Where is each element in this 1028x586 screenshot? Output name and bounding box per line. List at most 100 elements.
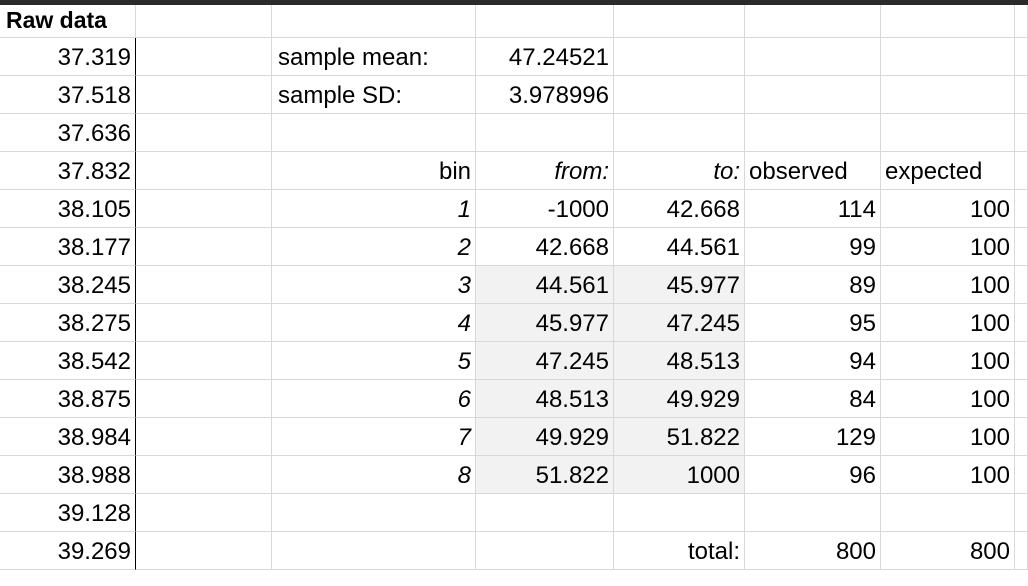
empty-cell[interactable] (1015, 418, 1028, 456)
empty-cell[interactable] (476, 494, 614, 532)
bin-number-cell[interactable]: 7 (272, 418, 476, 456)
observed-count-cell[interactable]: 99 (745, 228, 881, 266)
bin-number-cell[interactable]: 2 (272, 228, 476, 266)
expected-count-cell[interactable]: 100 (881, 266, 1015, 304)
bin-from-cell[interactable]: 44.561 (476, 266, 614, 304)
empty-cell[interactable] (614, 5, 745, 38)
raw-value-cell[interactable]: 38.105 (0, 190, 136, 228)
bin-number-cell[interactable]: 5 (272, 342, 476, 380)
empty-cell[interactable] (272, 114, 476, 152)
empty-cell[interactable] (614, 38, 745, 76)
empty-cell[interactable] (272, 5, 476, 38)
bin-to-cell[interactable]: 45.977 (614, 266, 745, 304)
empty-cell[interactable] (136, 114, 272, 152)
empty-cell[interactable] (136, 38, 272, 76)
from-header[interactable]: from: (476, 152, 614, 190)
raw-value-cell[interactable]: 38.275 (0, 304, 136, 342)
empty-cell[interactable] (614, 114, 745, 152)
raw-value-cell[interactable]: 37.636 (0, 114, 136, 152)
empty-cell[interactable] (1015, 304, 1028, 342)
empty-cell[interactable] (136, 456, 272, 494)
expected-count-cell[interactable]: 100 (881, 456, 1015, 494)
bin-header[interactable]: bin (272, 152, 476, 190)
empty-cell[interactable] (476, 114, 614, 152)
raw-value-cell[interactable]: 39.269 (0, 532, 136, 570)
expected-count-cell[interactable]: 100 (881, 228, 1015, 266)
bin-to-cell[interactable]: 1000 (614, 456, 745, 494)
total-observed-cell[interactable]: 800 (745, 532, 881, 570)
empty-cell[interactable] (1015, 190, 1028, 228)
observed-count-cell[interactable]: 89 (745, 266, 881, 304)
expected-count-cell[interactable]: 100 (881, 304, 1015, 342)
empty-cell[interactable] (136, 266, 272, 304)
bin-from-cell[interactable]: 48.513 (476, 380, 614, 418)
raw-value-cell[interactable]: 38.245 (0, 266, 136, 304)
bin-number-cell[interactable]: 4 (272, 304, 476, 342)
expected-count-cell[interactable]: 100 (881, 418, 1015, 456)
sample-mean-label[interactable]: sample mean: (272, 38, 476, 76)
bin-to-cell[interactable]: 49.929 (614, 380, 745, 418)
empty-cell[interactable] (136, 152, 272, 190)
empty-cell[interactable] (1015, 114, 1028, 152)
total-label[interactable]: total: (614, 532, 745, 570)
observed-count-cell[interactable]: 96 (745, 456, 881, 494)
empty-cell[interactable] (1015, 152, 1028, 190)
bin-number-cell[interactable]: 3 (272, 266, 476, 304)
raw-value-cell[interactable]: 38.542 (0, 342, 136, 380)
empty-cell[interactable] (745, 494, 881, 532)
empty-cell[interactable] (881, 494, 1015, 532)
empty-cell[interactable] (881, 76, 1015, 114)
sample-sd-value[interactable]: 3.978996 (476, 76, 614, 114)
bin-number-cell[interactable]: 8 (272, 456, 476, 494)
empty-cell[interactable] (745, 5, 881, 38)
raw-value-cell[interactable]: 37.319 (0, 38, 136, 76)
empty-cell[interactable] (136, 380, 272, 418)
observed-count-cell[interactable]: 95 (745, 304, 881, 342)
empty-cell[interactable] (1015, 342, 1028, 380)
bin-to-cell[interactable]: 51.822 (614, 418, 745, 456)
raw-value-cell[interactable]: 39.128 (0, 494, 136, 532)
observed-header[interactable]: observed (745, 152, 881, 190)
empty-cell[interactable] (1015, 456, 1028, 494)
bin-from-cell[interactable]: 42.668 (476, 228, 614, 266)
empty-cell[interactable] (881, 114, 1015, 152)
bin-from-cell[interactable]: 47.245 (476, 342, 614, 380)
empty-cell[interactable] (136, 5, 272, 38)
expected-count-cell[interactable]: 100 (881, 380, 1015, 418)
bin-number-cell[interactable]: 1 (272, 190, 476, 228)
expected-header[interactable]: expected (881, 152, 1015, 190)
bin-to-cell[interactable]: 47.245 (614, 304, 745, 342)
total-expected-cell[interactable]: 800 (881, 532, 1015, 570)
bin-to-cell[interactable]: 48.513 (614, 342, 745, 380)
empty-cell[interactable] (1015, 532, 1028, 570)
sample-sd-label[interactable]: sample SD: (272, 76, 476, 114)
observed-count-cell[interactable]: 94 (745, 342, 881, 380)
raw-value-cell[interactable]: 37.518 (0, 76, 136, 114)
to-header[interactable]: to: (614, 152, 745, 190)
bin-from-cell[interactable]: -1000 (476, 190, 614, 228)
empty-cell[interactable] (881, 5, 1015, 38)
empty-cell[interactable] (136, 494, 272, 532)
expected-count-cell[interactable]: 100 (881, 190, 1015, 228)
empty-cell[interactable] (136, 342, 272, 380)
empty-cell[interactable] (476, 5, 614, 38)
empty-cell[interactable] (1015, 266, 1028, 304)
observed-count-cell[interactable]: 129 (745, 418, 881, 456)
empty-cell[interactable] (136, 532, 272, 570)
bin-from-cell[interactable]: 51.822 (476, 456, 614, 494)
empty-cell[interactable] (1015, 228, 1028, 266)
empty-cell[interactable] (881, 38, 1015, 76)
empty-cell[interactable] (1015, 380, 1028, 418)
empty-cell[interactable] (136, 76, 272, 114)
expected-count-cell[interactable]: 100 (881, 342, 1015, 380)
empty-cell[interactable] (1015, 38, 1028, 76)
empty-cell[interactable] (272, 494, 476, 532)
raw-data-header[interactable]: Raw data (0, 5, 136, 38)
empty-cell[interactable] (745, 76, 881, 114)
observed-count-cell[interactable]: 114 (745, 190, 881, 228)
empty-cell[interactable] (136, 418, 272, 456)
raw-value-cell[interactable]: 38.177 (0, 228, 136, 266)
sample-mean-value[interactable]: 47.24521 (476, 38, 614, 76)
empty-cell[interactable] (1015, 5, 1028, 38)
empty-cell[interactable] (614, 76, 745, 114)
